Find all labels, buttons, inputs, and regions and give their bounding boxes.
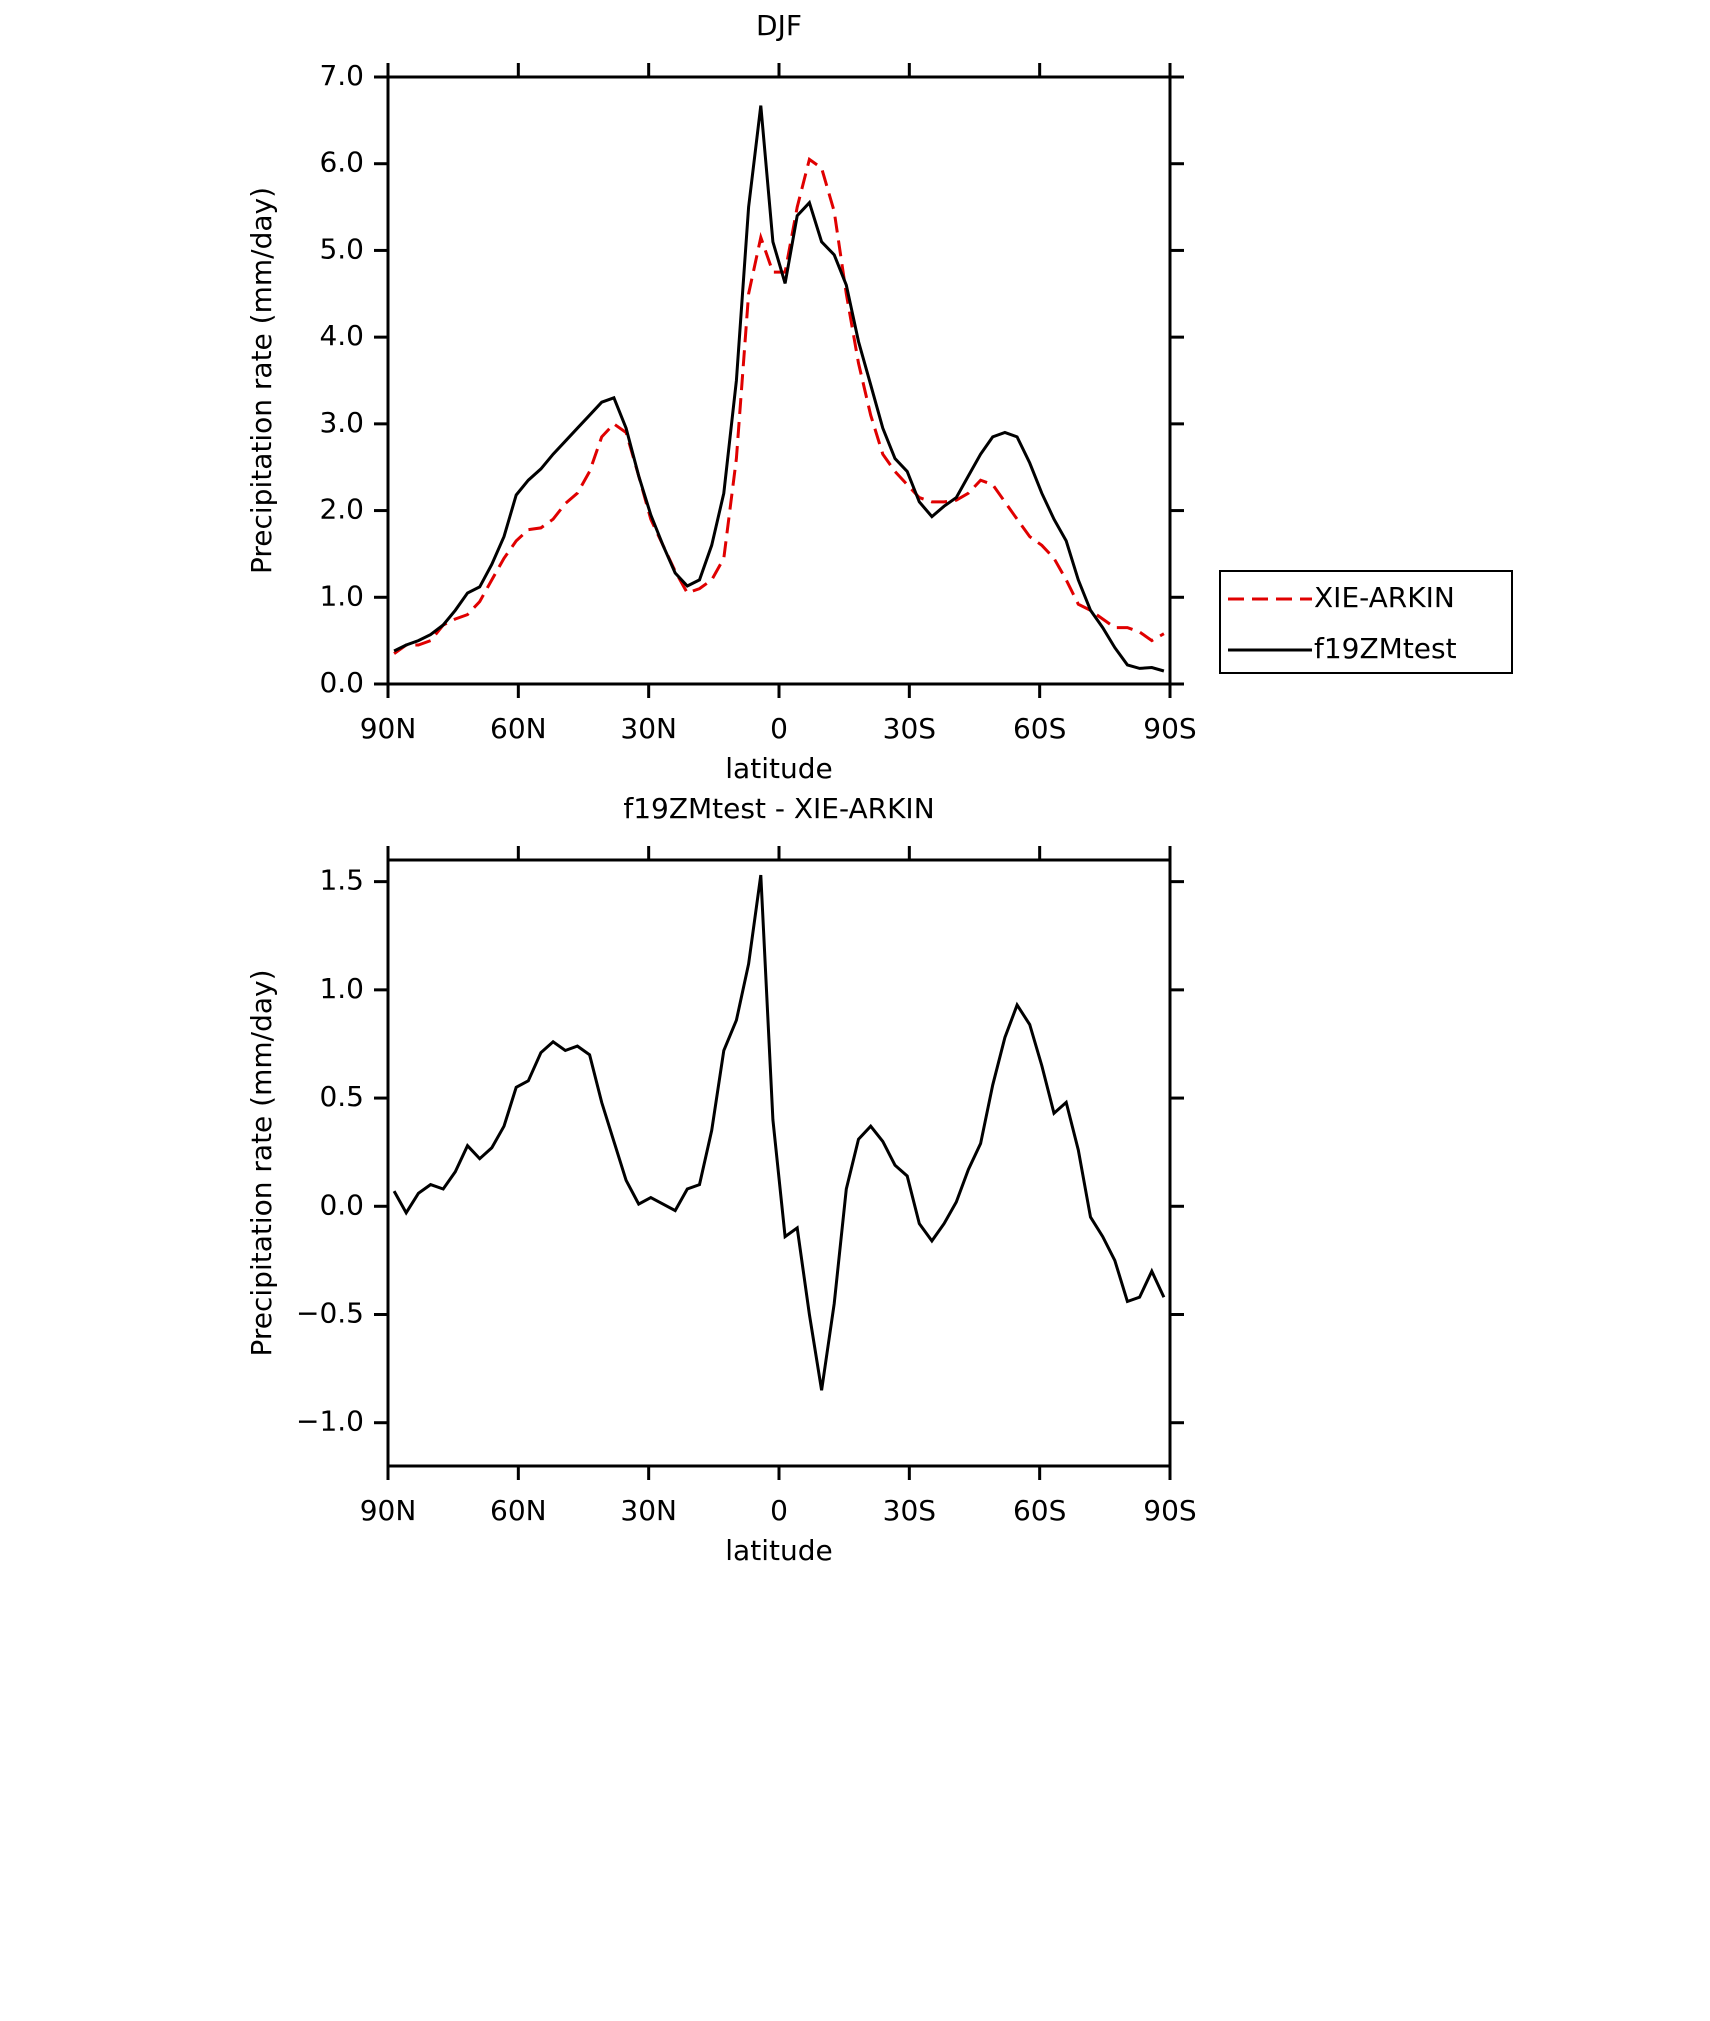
y-tick-label: −1.0 <box>296 1405 364 1438</box>
y-tick-label: 2.0 <box>319 493 364 526</box>
y-tick-label: 0.0 <box>319 666 364 699</box>
x-tick-label: 60N <box>490 712 547 745</box>
y-tick-label: 1.0 <box>319 972 364 1005</box>
x-tick-label: 60S <box>1013 1494 1066 1527</box>
plot-frame <box>386 858 1172 1468</box>
x-axis-label: latitude <box>725 1534 832 1567</box>
y-tick-label: 0.5 <box>319 1080 364 1113</box>
x-tick-label: 90S <box>1143 1494 1196 1527</box>
chart-title: f19ZMtest - XIE-ARKIN <box>623 792 934 825</box>
y-tick-label: 3.0 <box>319 406 364 439</box>
data-line <box>393 105 1165 673</box>
y-tick-label: −0.5 <box>296 1297 364 1330</box>
chart-title: DJF <box>756 9 802 42</box>
x-tick-label: 30S <box>883 1494 936 1527</box>
y-axis-label: Precipitation rate (mm/day) <box>245 187 278 574</box>
y-tick-label: 1.5 <box>319 864 364 897</box>
legend-label: XIE-ARKIN <box>1314 581 1455 614</box>
x-axis-label: latitude <box>725 752 832 785</box>
y-tick-label: 4.0 <box>319 319 364 352</box>
y-tick-label: 5.0 <box>319 232 364 265</box>
x-tick-label: 30N <box>620 1494 677 1527</box>
y-tick-label: 0.0 <box>319 1188 364 1221</box>
x-tick-label: 90N <box>360 1494 417 1527</box>
y-tick-label: 7.0 <box>319 59 364 92</box>
data-line <box>393 156 1165 655</box>
legend-box <box>1219 570 1513 674</box>
x-tick-label: 60S <box>1013 712 1066 745</box>
y-tick-label: 1.0 <box>319 579 364 612</box>
data-line <box>392 874 1166 1391</box>
x-tick-label: 0 <box>770 712 788 745</box>
plot-frame <box>386 75 1172 686</box>
legend-label: f19ZMtest <box>1314 632 1457 665</box>
x-tick-label: 30N <box>620 712 677 745</box>
x-tick-label: 30S <box>883 712 936 745</box>
x-tick-label: 60N <box>490 1494 547 1527</box>
x-tick-label: 90N <box>360 712 417 745</box>
y-axis-label: Precipitation rate (mm/day) <box>245 969 278 1356</box>
x-tick-label: 0 <box>770 1494 788 1527</box>
y-tick-label: 6.0 <box>319 146 364 179</box>
x-tick-label: 90S <box>1143 712 1196 745</box>
